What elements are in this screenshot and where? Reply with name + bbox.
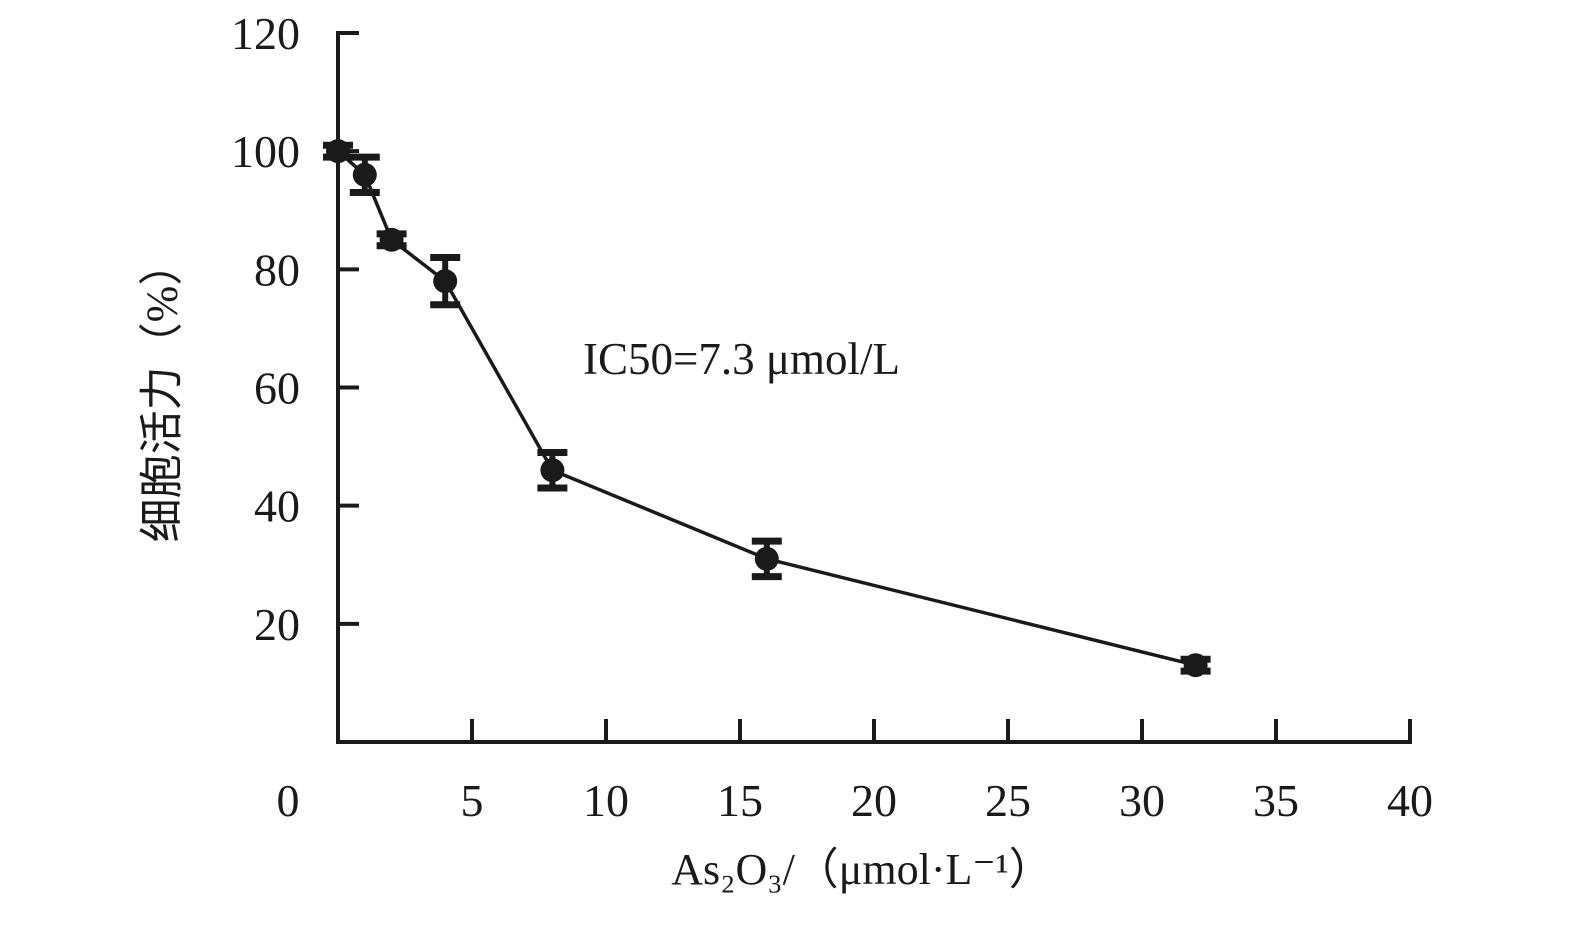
y-tick-label: 120 — [231, 8, 300, 59]
x-tick-label: 35 — [1253, 775, 1299, 826]
y-tick-label: 40 — [254, 481, 300, 532]
y-axis-label: 细胞活力（%） — [138, 242, 187, 543]
data-point — [379, 227, 404, 252]
x-tick-label: 25 — [985, 775, 1031, 826]
data-point — [540, 458, 565, 483]
x-tick-label: 20 — [851, 775, 897, 826]
x-tick-label: 30 — [1119, 775, 1165, 826]
y-ticks: 20 40 60 80 100 120 — [231, 8, 359, 650]
y-tick-label: 80 — [254, 244, 300, 295]
y-tick-label: 20 — [254, 599, 300, 650]
x-tick-label: 40 — [1387, 775, 1433, 826]
y-tick-label: 100 — [231, 126, 300, 177]
x-tick-label: 0 — [277, 775, 300, 826]
x-tick-label: 10 — [583, 775, 629, 826]
x-tick-label: 15 — [717, 775, 763, 826]
data-point — [433, 269, 458, 294]
data-point — [326, 139, 350, 164]
data-series — [323, 139, 1211, 678]
x-ticks: 0 5 10 15 20 25 30 35 40 — [277, 719, 1433, 826]
axes — [336, 31, 1412, 744]
data-point — [352, 162, 377, 187]
y-tick-label: 60 — [254, 363, 300, 414]
ic50-annotation: IC50=7.3 μmol/L — [583, 334, 900, 384]
x-tick-label: 5 — [461, 775, 484, 826]
data-point — [1183, 653, 1208, 678]
data-point — [754, 546, 779, 571]
series-line — [336, 149, 1197, 667]
x-axis-label: As₂O₃/（μmol·L⁻¹） — [671, 845, 1053, 894]
